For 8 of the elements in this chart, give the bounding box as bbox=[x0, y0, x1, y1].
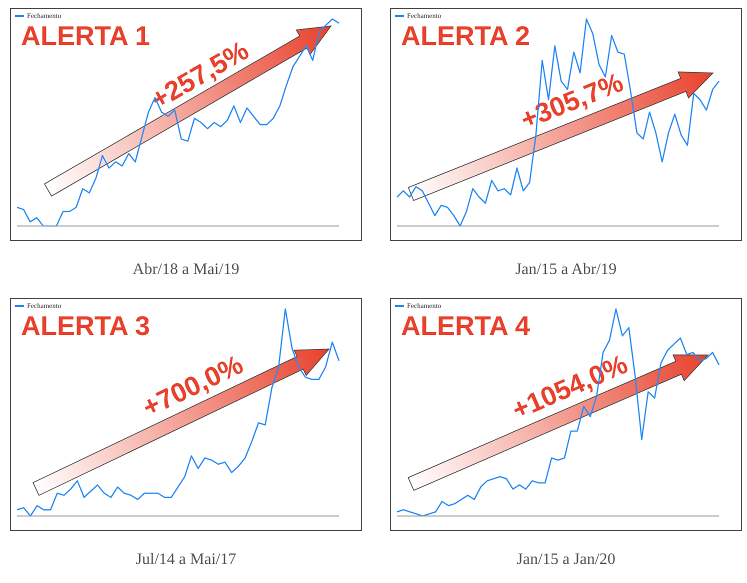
x-axis-title: Jan/15 a Jan/20 bbox=[516, 551, 616, 569]
x-axis-title: Jan/15 a Abr/19 bbox=[514, 261, 618, 279]
x-axis-title: Abr/18 a Mai/19 bbox=[132, 261, 240, 279]
x-axis-title: Jul/14 a Mai/17 bbox=[134, 551, 238, 569]
chart-title: ALERTA 1 bbox=[21, 21, 150, 52]
chart-title: ALERTA 4 bbox=[401, 311, 530, 342]
chart-title: ALERTA 2 bbox=[401, 21, 530, 52]
chart-title: ALERTA 3 bbox=[21, 311, 150, 342]
